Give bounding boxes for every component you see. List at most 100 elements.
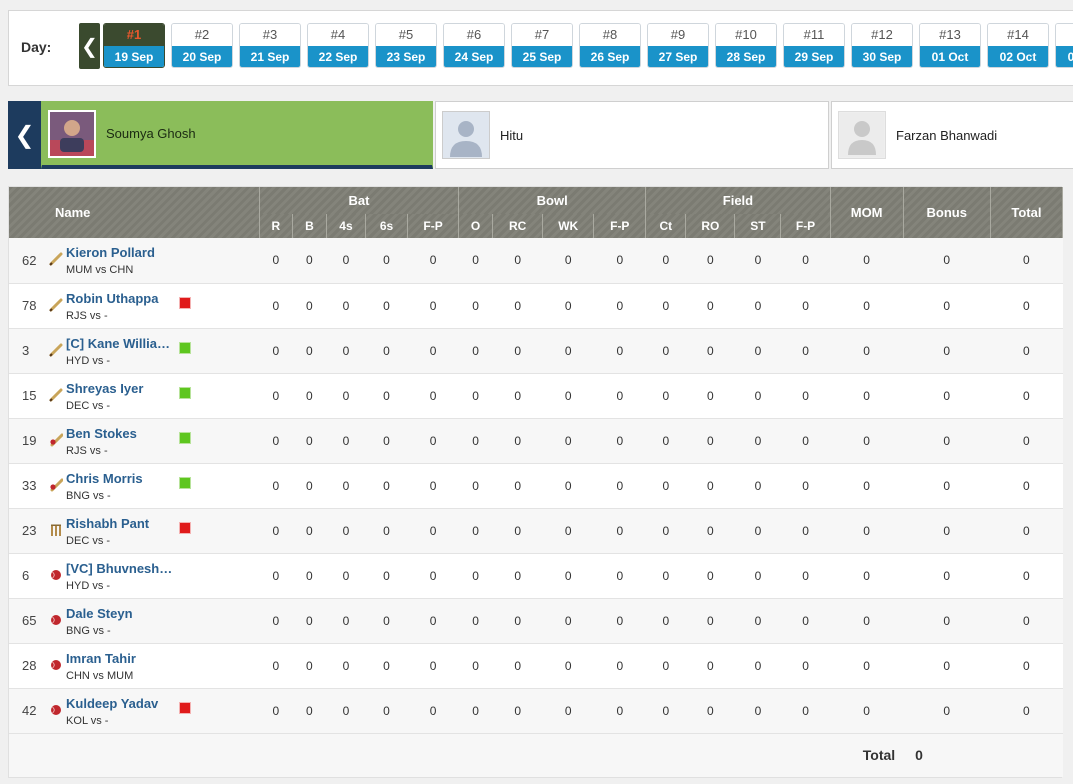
player-match: CHN vs MUM: [66, 669, 134, 682]
field-stumpings-value: 0: [734, 508, 781, 554]
bowl-runs-conceded-value: 0: [492, 508, 543, 554]
player-card-soumya-ghosh[interactable]: Soumya Ghosh: [41, 101, 433, 169]
field-catches-value: 0: [645, 418, 686, 464]
bowl-runs-conceded-value: 0: [492, 283, 543, 329]
day-tab-1[interactable]: #1 19 Sep: [103, 23, 165, 68]
player-selection-percent: 3: [9, 328, 50, 374]
bat-fp-value: 0: [407, 508, 459, 554]
day-tab-12[interactable]: #12 30 Sep: [851, 23, 913, 68]
bowl-fp-value: 0: [593, 508, 646, 554]
bat-balls-value: 0: [292, 508, 327, 554]
player-match: BNG vs -: [66, 624, 111, 637]
bonus-value: 0: [903, 688, 991, 734]
bat-fours-value: 0: [326, 463, 366, 509]
ball-icon: [49, 613, 63, 627]
field-runouts-value: 0: [685, 553, 735, 599]
player-name-link[interactable]: Shreyas Iyer: [66, 380, 144, 396]
day-tab-date: 25 Sep: [512, 46, 572, 67]
day-tab-date: 19 Sep: [104, 46, 164, 67]
player-match: KOL vs -: [66, 714, 109, 727]
field-runouts-value: 0: [685, 238, 735, 284]
day-tab-3[interactable]: #3 21 Sep: [239, 23, 301, 68]
day-tab-7[interactable]: #7 25 Sep: [511, 23, 573, 68]
day-tab-10[interactable]: #10 28 Sep: [715, 23, 777, 68]
day-tab-2[interactable]: #2 20 Sep: [171, 23, 233, 68]
field-stumpings-value: 0: [734, 463, 781, 509]
bowl-wickets-value: 0: [542, 463, 594, 509]
table-row: 62 Kieron Pollard MUM vs CHN 0 0 0 0 0 0 0 0 0 0 0 0 0 0…: [9, 238, 1063, 284]
bowl-overs-value: 0: [458, 373, 493, 419]
day-tab-8[interactable]: #8 26 Sep: [579, 23, 641, 68]
day-tab-date: 24 Sep: [444, 46, 504, 67]
field-stumpings-value: 0: [734, 643, 781, 689]
field-runouts-value: 0: [685, 688, 735, 734]
bat-runs-header: R: [259, 214, 293, 238]
bat-fours-value: 0: [326, 643, 366, 689]
playing-status-green-indicator: [179, 431, 192, 444]
name-header[interactable]: Name: [9, 187, 260, 238]
player-selection-percent: 33: [9, 463, 50, 509]
total-value: 0: [990, 643, 1063, 689]
bat-fours-value: 0: [326, 373, 366, 419]
mom-value: 0: [830, 283, 904, 329]
player-name-link[interactable]: Rishabh Pant: [66, 515, 150, 531]
player-selection-percent: 6: [9, 553, 50, 599]
day-tab-date: 27 Sep: [648, 46, 708, 67]
player-name-link[interactable]: Ben Stokes: [66, 425, 137, 441]
bonus-value: 0: [903, 508, 991, 554]
player-prev-button[interactable]: ❮: [8, 101, 41, 169]
player-name-link[interactable]: [VC] Bhuvneshwar Kumar: [66, 560, 175, 576]
day-tab-date: 26 Sep: [580, 46, 640, 67]
day-tab-date: 29 Sep: [784, 46, 844, 67]
bowl-overs-value: 0: [458, 553, 493, 599]
player-name-link[interactable]: Dale Steyn: [66, 605, 133, 621]
day-tab-14[interactable]: #14 02 Oct: [987, 23, 1049, 68]
bonus-value: 0: [903, 463, 991, 509]
bat-sixes-value: 0: [365, 238, 408, 284]
bat-runs-value: 0: [259, 463, 293, 509]
day-tab-5[interactable]: #5 23 Sep: [375, 23, 437, 68]
bowl-runs-conceded-value: 0: [492, 688, 543, 734]
bat-runs-value: 0: [259, 553, 293, 599]
player-match: DEC vs -: [66, 534, 111, 547]
total-value: 0: [990, 508, 1063, 554]
bowl-wickets-value: 0: [542, 553, 594, 599]
player-card-farzan-bhanwadi[interactable]: Farzan Bhanwadi: [831, 101, 1073, 169]
field-fp-value: 0: [780, 418, 831, 464]
player-name-link[interactable]: Kuldeep Yadav: [66, 695, 159, 711]
bowl-overs-value: 0: [458, 643, 493, 689]
bonus-value: 0: [903, 328, 991, 374]
player-name-cell: Robin Uthappa RJS vs -: [49, 283, 260, 329]
bat-icon: [49, 252, 63, 266]
day-tab-11[interactable]: #11 29 Sep: [783, 23, 845, 68]
bowl-runs-conceded-value: 0: [492, 418, 543, 464]
day-tab-13[interactable]: #13 01 Oct: [919, 23, 981, 68]
day-tab-date: 01 Oct: [920, 46, 980, 67]
field-catches-value: 0: [645, 238, 686, 284]
bat-fp-value: 0: [407, 688, 459, 734]
bonus-value: 0: [903, 418, 991, 464]
field-fp-value: 0: [780, 463, 831, 509]
player-match: RJS vs -: [66, 309, 108, 322]
player-name-link[interactable]: Imran Tahir: [66, 650, 136, 666]
bat-sixes-value: 0: [365, 463, 408, 509]
player-name-link[interactable]: [C] Kane Williamson: [66, 335, 174, 351]
day-prev-button[interactable]: ❮: [79, 23, 100, 69]
bowl-runs-conceded-value: 0: [492, 328, 543, 374]
bat-sixes-value: 0: [365, 283, 408, 329]
day-tab-4[interactable]: #4 22 Sep: [307, 23, 369, 68]
day-tab-15[interactable]: #1503 Oct: [1055, 23, 1073, 68]
player-match: RJS vs -: [66, 444, 108, 457]
bowl-overs-value: 0: [458, 508, 493, 554]
player-name-link[interactable]: Robin Uthappa: [66, 290, 159, 306]
day-tab-9[interactable]: #9 27 Sep: [647, 23, 709, 68]
day-tab-6[interactable]: #6 24 Sep: [443, 23, 505, 68]
player-card-hitu[interactable]: Hitu: [435, 101, 829, 169]
bowl-runs-conceded-value: 0: [492, 553, 543, 599]
player-name-link[interactable]: Chris Morris: [66, 470, 143, 486]
bat-sixes-value: 0: [365, 418, 408, 464]
day-tab-date: 30 Sep: [852, 46, 912, 67]
field-runouts-value: 0: [685, 508, 735, 554]
player-name-link[interactable]: Kieron Pollard: [66, 245, 155, 260]
player-name-cell: Dale Steyn BNG vs -: [49, 598, 260, 644]
